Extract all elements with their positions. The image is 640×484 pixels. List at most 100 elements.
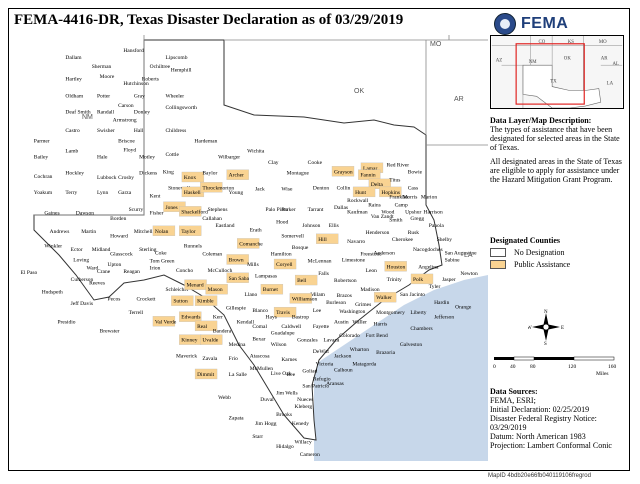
county-label: Clay [268,160,279,166]
county-label: Johnson [302,223,320,229]
county-label: Terry [65,190,77,196]
county-label: Hopkins [381,190,400,196]
county-label: Jasper [442,277,456,283]
scale-tick-40: 40 [510,364,516,370]
county-label: Martin [81,229,96,235]
dhs-seal-icon [494,13,516,35]
county-label: Real [197,324,208,330]
county-label: Harris [374,322,388,328]
county-label: Kenedy [292,421,309,427]
county-label: Montague [287,170,310,176]
county-fill-designated [316,233,339,244]
county-label: Brown [229,257,244,263]
county-label: Edwards [181,315,200,321]
inset-label-al: AL [612,62,619,67]
county-fill-designated [194,368,218,380]
county-fill-designated [384,261,407,272]
county-label: Colorado [339,333,360,339]
county-label: Carson [118,103,134,109]
county-label: Calhoun [334,367,353,373]
county-fill-designated [273,258,297,270]
county-label: Atascosa [250,354,270,360]
state-label-la: LA [464,252,473,259]
county-label: Lavaca [323,338,339,344]
county-label: Runnels [184,244,202,250]
county-label: Brazos [337,293,352,299]
county-label: Kendall [237,319,255,325]
county-label: Hays [266,315,277,321]
county-fill-designated [171,295,194,306]
county-label: Harrison [424,209,443,215]
county-label: Jack [255,186,265,192]
county-label: Aransas [326,381,344,387]
county-label: Yoakum [34,190,53,196]
county-label: King [163,169,174,175]
sources-line: FEMA, ESRI; [490,396,536,405]
scale-bar: 0 40 80 120 160 Miles [493,356,617,377]
county-label: Floyd [123,148,136,154]
county-label: Hartley [65,77,82,83]
inset-label-ar: AR [601,56,609,61]
county-fill-designated [205,284,228,295]
sources-line: Disaster Federal Registry Notice: [490,414,597,423]
county-label: Denton [313,185,329,191]
county-label: Baylor [202,170,217,176]
scale-tick-80: 80 [530,364,536,370]
gulf-of-mexico [314,275,488,461]
county-fill-designated [226,169,249,180]
county-label: Dawson [76,211,94,217]
county-label: Trinity [387,277,402,283]
county-label: Goliad [302,369,317,375]
county-label: Kimble [197,299,214,305]
county-label: Schleicher [165,287,188,293]
county-label: Hardin [434,300,450,306]
county-label: Fannin [360,173,376,179]
county-label: Starr [252,434,263,440]
county-label: Lamb [65,149,78,155]
county-label: Hood [276,220,288,226]
county-label: Navarro [347,239,365,245]
county-label: Grimes [355,302,371,308]
county-label: Rusk [408,230,420,236]
county-label: Gaines [44,211,59,217]
county-label: Cochran [34,174,53,180]
county-label: Crane [97,269,111,275]
county-label: La Salle [229,372,248,378]
county-label: Nueces [297,397,313,403]
county-label: Hemphill [171,67,192,73]
county-label: Randall [97,110,115,116]
county-label: Coke [155,251,167,257]
map-id: MapID 4bdb20e66fb040119106fregrod [488,473,591,479]
county-label: Blanco [252,308,268,314]
county-label: Potter [97,94,110,100]
county-label: Van Zandt [371,214,394,220]
county-label: Brooks [276,412,292,418]
county-label: Kinney [181,338,197,344]
county-label: Bowie [408,169,423,175]
county-fill-designated [226,254,249,265]
county-fill-designated [260,284,284,295]
county-label: Guadalupe [271,331,295,337]
county-label: Angelina [418,264,439,270]
county-label: Palo Pinto [266,207,289,213]
state-label-nm: NM [82,114,93,121]
county-label: El Paso [21,270,38,276]
county-label: Matagorda [352,362,376,368]
county-label: Comal [252,324,267,330]
county-label: Haskell [184,190,201,196]
county-label: Willacy [295,440,312,446]
county-label: Stonewall [168,185,190,191]
county-fill-designated [226,272,249,283]
county-label: Collingsworth [165,105,197,111]
scale-unit: Miles [596,371,609,377]
county-label: Pecos [108,296,121,302]
county-label: Bastrop [292,315,309,321]
county-label: Hardeman [194,138,217,144]
county-fill-designated [273,306,297,318]
county-label: Franklin [389,194,408,200]
county-label: Gregg [410,216,424,222]
county-label: Galveston [400,342,423,348]
county-label: Limestone [342,257,366,263]
compass-w: W [528,326,532,331]
county-label: Live Oak [271,371,292,377]
